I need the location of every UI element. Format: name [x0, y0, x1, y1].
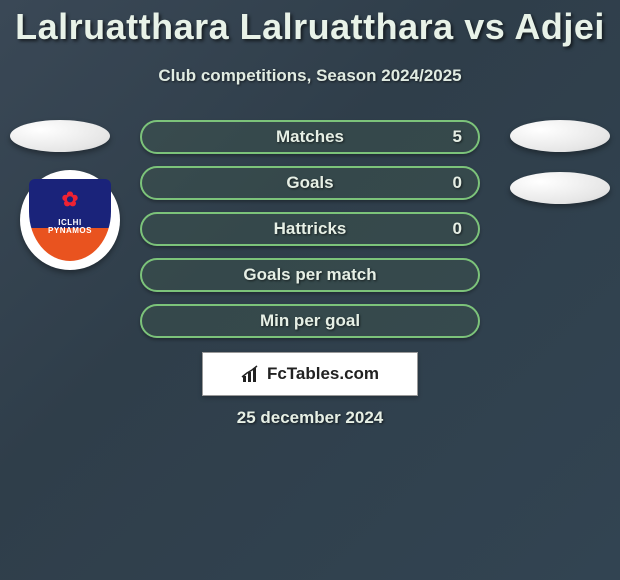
stat-value: 0 — [453, 219, 462, 239]
player-avatar-left-placeholder — [10, 120, 110, 152]
stat-label: Goals per match — [243, 265, 376, 285]
club-crest: ✿ ICLHI PYNAMOS — [29, 179, 111, 261]
player-avatar-right-placeholder — [510, 120, 610, 152]
stat-label: Hattricks — [274, 219, 347, 239]
stat-row-goals: Goals 0 — [140, 166, 480, 200]
club-badge: ✿ ICLHI PYNAMOS — [20, 170, 120, 270]
stat-row-matches: Matches 5 — [140, 120, 480, 154]
stat-row-goals-per-match: Goals per match — [140, 258, 480, 292]
page-title: Lalruatthara Lalruatthara vs Adjei — [0, 0, 620, 48]
stat-value: 0 — [453, 173, 462, 193]
club-crest-icon: ✿ — [29, 187, 111, 212]
page-date: 25 december 2024 — [0, 408, 620, 428]
stat-row-min-per-goal: Min per goal — [140, 304, 480, 338]
player-avatar-right-placeholder-2 — [510, 172, 610, 204]
stats-list: Matches 5 Goals 0 Hattricks 0 Goals per … — [140, 120, 480, 350]
club-crest-line2: PYNAMOS — [48, 226, 92, 235]
club-crest-text: ICLHI PYNAMOS — [29, 219, 111, 235]
stat-row-hattricks: Hattricks 0 — [140, 212, 480, 246]
bar-chart-icon — [241, 365, 263, 383]
footer-brand-box[interactable]: FcTables.com — [202, 352, 418, 396]
stat-value: 5 — [453, 127, 462, 147]
stat-label: Goals — [286, 173, 333, 193]
stat-label: Matches — [276, 127, 344, 147]
footer-brand-text: FcTables.com — [267, 364, 379, 384]
stat-label: Min per goal — [260, 311, 360, 331]
page-subtitle: Club competitions, Season 2024/2025 — [0, 66, 620, 86]
